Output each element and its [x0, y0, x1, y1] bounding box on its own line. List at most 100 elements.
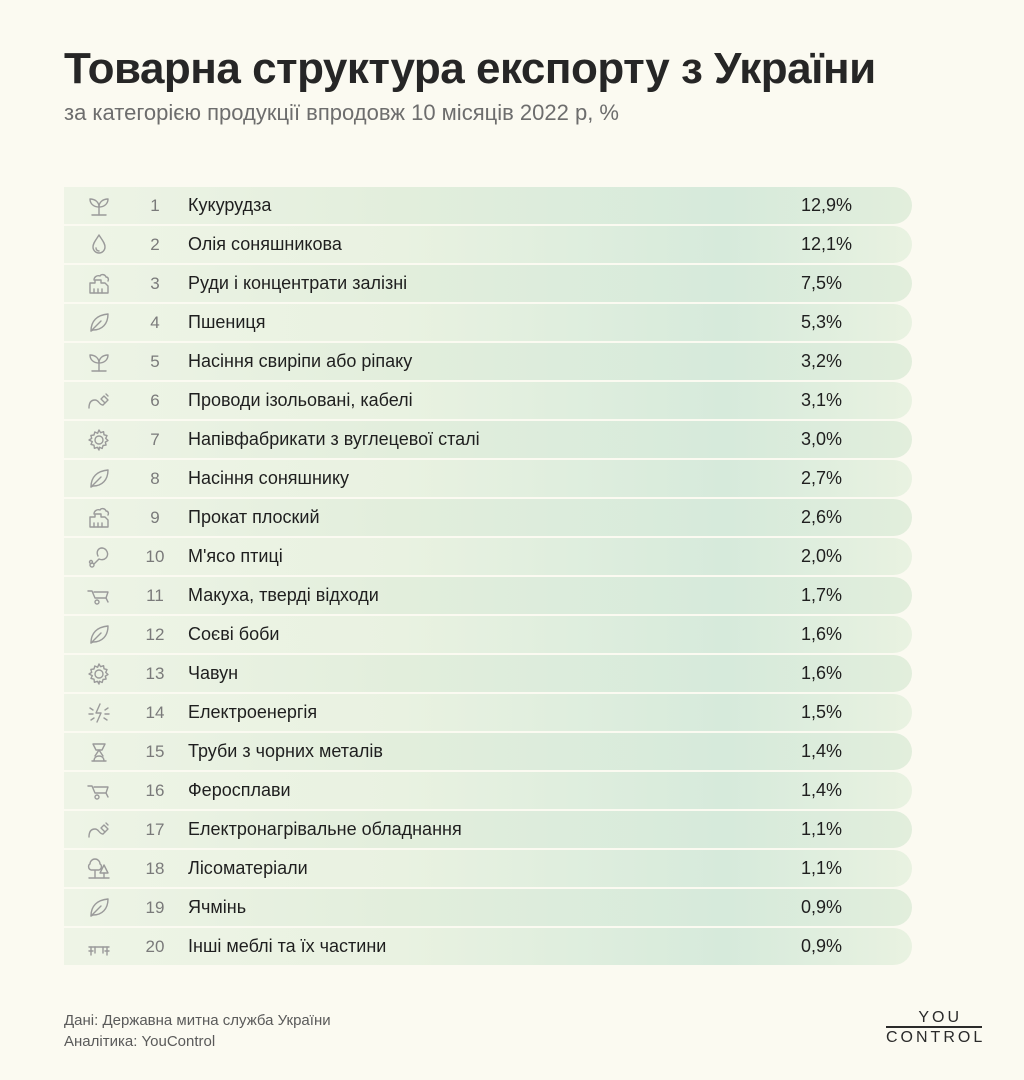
rank-label: 2 — [150, 234, 160, 254]
share-value: 0,9% — [801, 897, 843, 917]
wheelbarrow-icon — [86, 778, 112, 804]
share-value: 12,1% — [801, 234, 853, 254]
table-row: 14 Електроенергія 1,5% — [64, 694, 912, 731]
rank-label: 12 — [145, 624, 165, 644]
category-label: Напівфабрикати з вуглецевої сталі — [188, 429, 480, 449]
category-label: Проводи ізольовані, кабелі — [188, 390, 413, 410]
table-row: 7 Напівфабрикати з вуглецевої сталі 3,0% — [64, 421, 912, 458]
analytics-note: Аналітика: YouControl — [64, 1033, 216, 1050]
category-label: Феросплави — [188, 780, 291, 800]
table-row: 20 Інші меблі та їх частини 0,9% — [64, 928, 912, 965]
category-label: Чавун — [188, 663, 239, 683]
share-value: 1,5% — [801, 702, 843, 722]
rank-label: 1 — [150, 195, 160, 215]
logo-bottom-text: CONTROL — [886, 1026, 982, 1046]
cable-icon — [86, 388, 112, 414]
gear-icon — [86, 427, 112, 453]
share-value: 5,3% — [801, 312, 843, 332]
cable-icon — [86, 817, 112, 843]
share-value: 7,5% — [801, 273, 843, 293]
footer: Дані: Державна митна служба України Анал… — [64, 1010, 331, 1052]
drop-icon — [86, 232, 112, 258]
share-value: 3,1% — [801, 390, 843, 410]
spark-icon — [86, 700, 112, 726]
sprout-icon — [86, 349, 112, 375]
rank-label: 4 — [150, 312, 160, 332]
rank-label: 10 — [145, 546, 165, 566]
rank-label: 18 — [145, 858, 165, 878]
share-value: 1,4% — [801, 741, 843, 761]
chart-subtitle: за категорією продукції впродовж 10 міся… — [64, 100, 619, 125]
rank-label: 19 — [145, 897, 165, 917]
table-row: 10 М'ясо птиці 2,0% — [64, 538, 912, 575]
table-row: 5 Насіння свиріпи або ріпаку 3,2% — [64, 343, 912, 380]
share-value: 2,0% — [801, 546, 843, 566]
table-row: 15 Труби з чорних металів 1,4% — [64, 733, 912, 770]
rank-label: 15 — [145, 741, 165, 761]
export-table: 1 Кукурудза 12,9% 2 Олія соняшникова 12,1% 3 Ру… — [64, 187, 912, 967]
table-row: 3 Руди і концентрати залізні 7,5% — [64, 265, 912, 302]
factory-icon — [86, 505, 112, 531]
leaf-icon — [86, 466, 112, 492]
category-label: Ячмінь — [188, 897, 247, 917]
share-value: 1,6% — [801, 624, 843, 644]
table-row: 18 Лісоматеріали 1,1% — [64, 850, 912, 887]
rank-label: 3 — [150, 273, 160, 293]
category-label: Руди і концентрати залізні — [188, 273, 408, 293]
drumstick-icon — [86, 544, 112, 570]
source-note: Дані: Державна митна служба України — [64, 1012, 331, 1029]
category-label: Прокат плоский — [188, 507, 320, 527]
table-row: 8 Насіння соняшнику 2,7% — [64, 460, 912, 497]
rank-label: 13 — [145, 663, 165, 683]
share-value: 1,1% — [801, 858, 843, 878]
wheelbarrow-icon — [86, 583, 112, 609]
table-row: 6 Проводи ізольовані, кабелі 3,1% — [64, 382, 912, 419]
category-label: Кукурудза — [188, 195, 272, 215]
share-value: 1,7% — [801, 585, 843, 605]
factory-icon — [86, 271, 112, 297]
leaf-icon — [86, 622, 112, 648]
rank-label: 5 — [150, 351, 160, 371]
sprout-icon — [86, 193, 112, 219]
category-label: Соєві боби — [188, 624, 280, 644]
table-row: 16 Феросплави 1,4% — [64, 772, 912, 809]
share-value: 0,9% — [801, 936, 843, 956]
category-label: Труби з чорних металів — [188, 741, 383, 761]
category-label: Олія соняшникова — [188, 234, 342, 254]
category-label: Насіння свиріпи або ріпаку — [188, 351, 413, 371]
rank-label: 16 — [145, 780, 165, 800]
category-label: Електроенергія — [188, 702, 318, 722]
table-row: 1 Кукурудза 12,9% — [64, 187, 912, 224]
share-value: 1,1% — [801, 819, 843, 839]
furniture-icon — [86, 934, 112, 960]
table-row: 2 Олія соняшникова 12,1% — [64, 226, 912, 263]
table-row: 12 Соєві боби 1,6% — [64, 616, 912, 653]
rank-label: 9 — [150, 507, 160, 527]
rank-label: 8 — [150, 468, 160, 488]
anvil-icon — [86, 739, 112, 765]
table-row: 11 Макуха, тверді відходи 1,7% — [64, 577, 912, 614]
category-label: М'ясо птиці — [188, 546, 283, 566]
gear-icon — [86, 661, 112, 687]
share-value: 2,7% — [801, 468, 843, 488]
trees-icon — [86, 856, 112, 882]
table-row: 13 Чавун 1,6% — [64, 655, 912, 692]
share-value: 1,4% — [801, 780, 843, 800]
table-row: 19 Ячмінь 0,9% — [64, 889, 912, 926]
logo-top-text: YOU — [918, 1009, 962, 1026]
category-label: Насіння соняшнику — [188, 468, 350, 488]
leaf-icon — [86, 310, 112, 336]
share-value: 2,6% — [801, 507, 843, 527]
share-value: 1,6% — [801, 663, 843, 683]
rank-label: 6 — [150, 390, 160, 410]
table-row: 9 Прокат плоский 2,6% — [64, 499, 912, 536]
leaf-icon — [86, 895, 112, 921]
category-label: Пшениця — [188, 312, 266, 332]
category-label: Макуха, тверді відходи — [188, 585, 379, 605]
share-value: 3,2% — [801, 351, 843, 371]
share-value: 12,9% — [801, 195, 853, 215]
youcontrol-logo: YOU CONTROL — [886, 1010, 982, 1046]
category-label: Електронагрівальне обладнання — [188, 819, 462, 839]
rank-label: 17 — [145, 819, 165, 839]
chart-title: Товарна структура експорту з України — [64, 44, 876, 93]
